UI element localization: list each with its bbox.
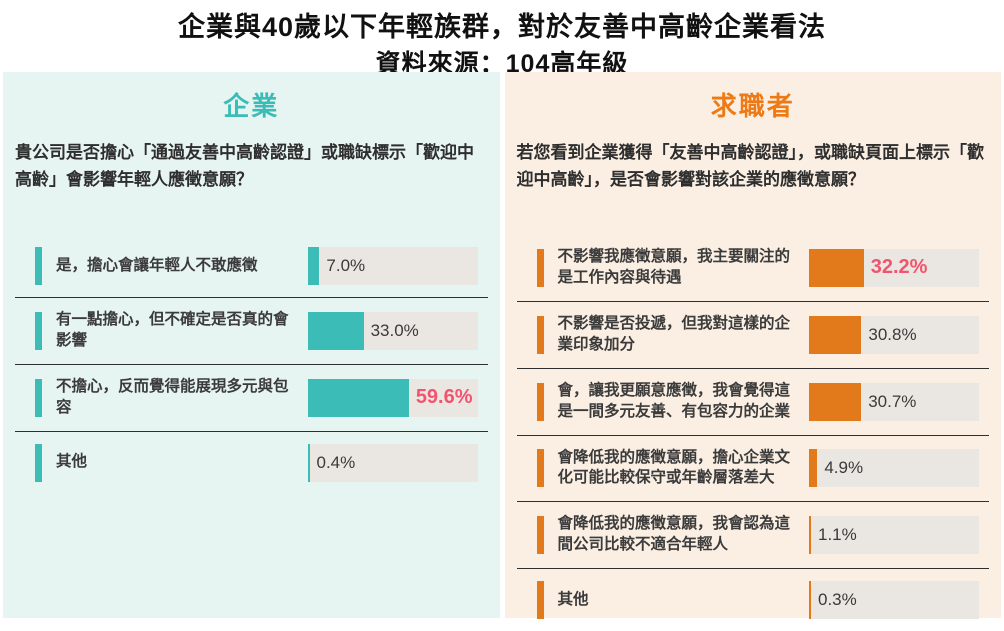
panel-jobseeker-header: 求職者 (710, 91, 795, 121)
bar-value: 30.8% (868, 324, 917, 344)
bar-track: 7.0% (307, 247, 478, 285)
bar-value: 1.1% (818, 525, 857, 545)
panel-company-rows: 是，擔心會讓年輕人不敢應徵 7.0% 有一點擔心，但不確定是否真的會影響 33.… (15, 235, 488, 494)
bar-fill (307, 443, 310, 482)
row-label: 不擔心，反而覺得能展現多元與包容 (56, 377, 289, 416)
bar-value: 0.3% (818, 590, 857, 610)
row-accent-mark (536, 248, 544, 287)
bar-value: 0.4% (316, 452, 356, 472)
row-label: 其他 (557, 590, 589, 608)
chart-title: 企業與40歲以下年輕族群，對於友善中高齡企業看法 (177, 12, 827, 42)
row-accent-mark (35, 378, 42, 417)
bar-row-highlighted: 不影響我應徵意願，我主要關注的是工作內容與待遇 32.2% (516, 235, 989, 302)
panel-jobseeker: 求職者 若您看到企業獲得「友善中高齡認證」，或職缺頁面上標示「歡迎中高齡」，是否… (504, 72, 1001, 620)
row-accent-mark (536, 581, 544, 620)
bar-row: 其他 0.4% (15, 432, 488, 494)
bar-row: 會降低我的應徵意願，我會認為這間公司比較不適合年輕人 1.1% (516, 502, 989, 570)
bar-value: 33.0% (370, 320, 419, 340)
bar-fill (809, 449, 818, 488)
bar-fill (307, 247, 320, 285)
bar-track: 30.8% (809, 315, 979, 354)
row-accent-mark (35, 311, 42, 350)
bar-track: 0.3% (809, 581, 979, 620)
row-label: 有一點擔心，但不確定是否真的會影響 (56, 311, 289, 349)
bar-value: 4.9% (824, 458, 864, 478)
bar-value: 32.2% (870, 256, 928, 279)
bar-row: 有一點擔心，但不確定是否真的會影響 33.0% (15, 298, 488, 365)
row-accent-mark (536, 382, 544, 421)
bar-fill (809, 315, 862, 354)
row-accent-mark (536, 315, 544, 354)
chart-title-block: 企業與40歲以下年輕族群，對於友善中高齡企業看法 資料來源：104高年級 (0, 0, 1004, 78)
row-label: 會降低我的應徵意願，我會認為這間公司比較不適合年輕人 (557, 515, 791, 554)
bar-track: 32.2% (809, 248, 979, 287)
row-accent-mark (35, 247, 42, 285)
panel-jobseeker-question: 若您看到企業獲得「友善中高齡認證」，或職缺頁面上標示「歡迎中高齡」，是否會影響對… (516, 143, 985, 190)
bar-fill (307, 311, 364, 350)
bar-fill (809, 581, 811, 620)
panel-company-header: 企業 (223, 91, 280, 121)
panels-container: 企業 貴公司是否擔心「通過友善中高齡認證」或職缺標示「歡迎中高齡」會影響年輕人應… (0, 72, 1004, 620)
panel-company-question: 貴公司是否擔心「通過友善中高齡認證」或職缺標示「歡迎中高齡」會影響年輕人應徵意願… (15, 143, 474, 190)
bar-fill (809, 516, 811, 555)
row-accent-mark (536, 449, 544, 488)
bar-fill (809, 248, 864, 287)
bar-track: 30.7% (809, 382, 979, 421)
bar-row: 會降低我的應徵意願，擔心企業文化可能比較保守或年齡層落差大 4.9% (516, 436, 989, 503)
row-label: 是，擔心會讓年輕人不敢應徵 (56, 256, 258, 274)
bar-row: 其他 0.3% (517, 569, 990, 631)
bar-row: 會，讓我更願意應徵，我會覺得這是一間多元友善、有包容力的企業 30.7% (516, 369, 989, 436)
row-label: 其他 (56, 453, 88, 471)
row-accent-mark (536, 516, 544, 555)
bar-track: 59.6% (307, 378, 478, 417)
panel-company: 企業 貴公司是否擔心「通過友善中高齡認證」或職缺標示「歡迎中高齡」會影響年輕人應… (3, 72, 500, 618)
bar-fill (809, 382, 862, 421)
bar-track: 4.9% (809, 449, 979, 488)
bar-fill (307, 378, 409, 417)
bar-value: 30.7% (868, 391, 917, 411)
bar-track: 0.4% (307, 443, 478, 482)
panel-jobseeker-rows: 不影響我應徵意願，我主要關注的是工作內容與待遇 32.2% 不影響是否投遞，但我… (516, 235, 990, 631)
bar-value: 7.0% (326, 256, 366, 275)
row-label: 不影響我應徵意願，我主要關注的是工作內容與待遇 (557, 248, 791, 286)
bar-track: 1.1% (809, 516, 979, 555)
bar-row: 是，擔心會讓年輕人不敢應徵 7.0% (15, 235, 488, 298)
bar-track: 33.0% (307, 311, 478, 350)
row-label: 不影響是否投遞，但我對這樣的企業印象加分 (557, 314, 791, 353)
row-accent-mark (35, 443, 42, 482)
row-label: 會，讓我更願意應徵，我會覺得這是一間多元友善、有包容力的企業 (557, 381, 791, 420)
bar-row-highlighted: 不擔心，反而覺得能展現多元與包容 59.6% (15, 365, 488, 432)
bar-value: 59.6% (415, 386, 473, 409)
row-label: 會降低我的應徵意願，擔心企業文化可能比較保守或年齡層落差大 (557, 448, 791, 487)
bar-row: 不影響是否投遞，但我對這樣的企業印象加分 30.8% (516, 302, 989, 369)
